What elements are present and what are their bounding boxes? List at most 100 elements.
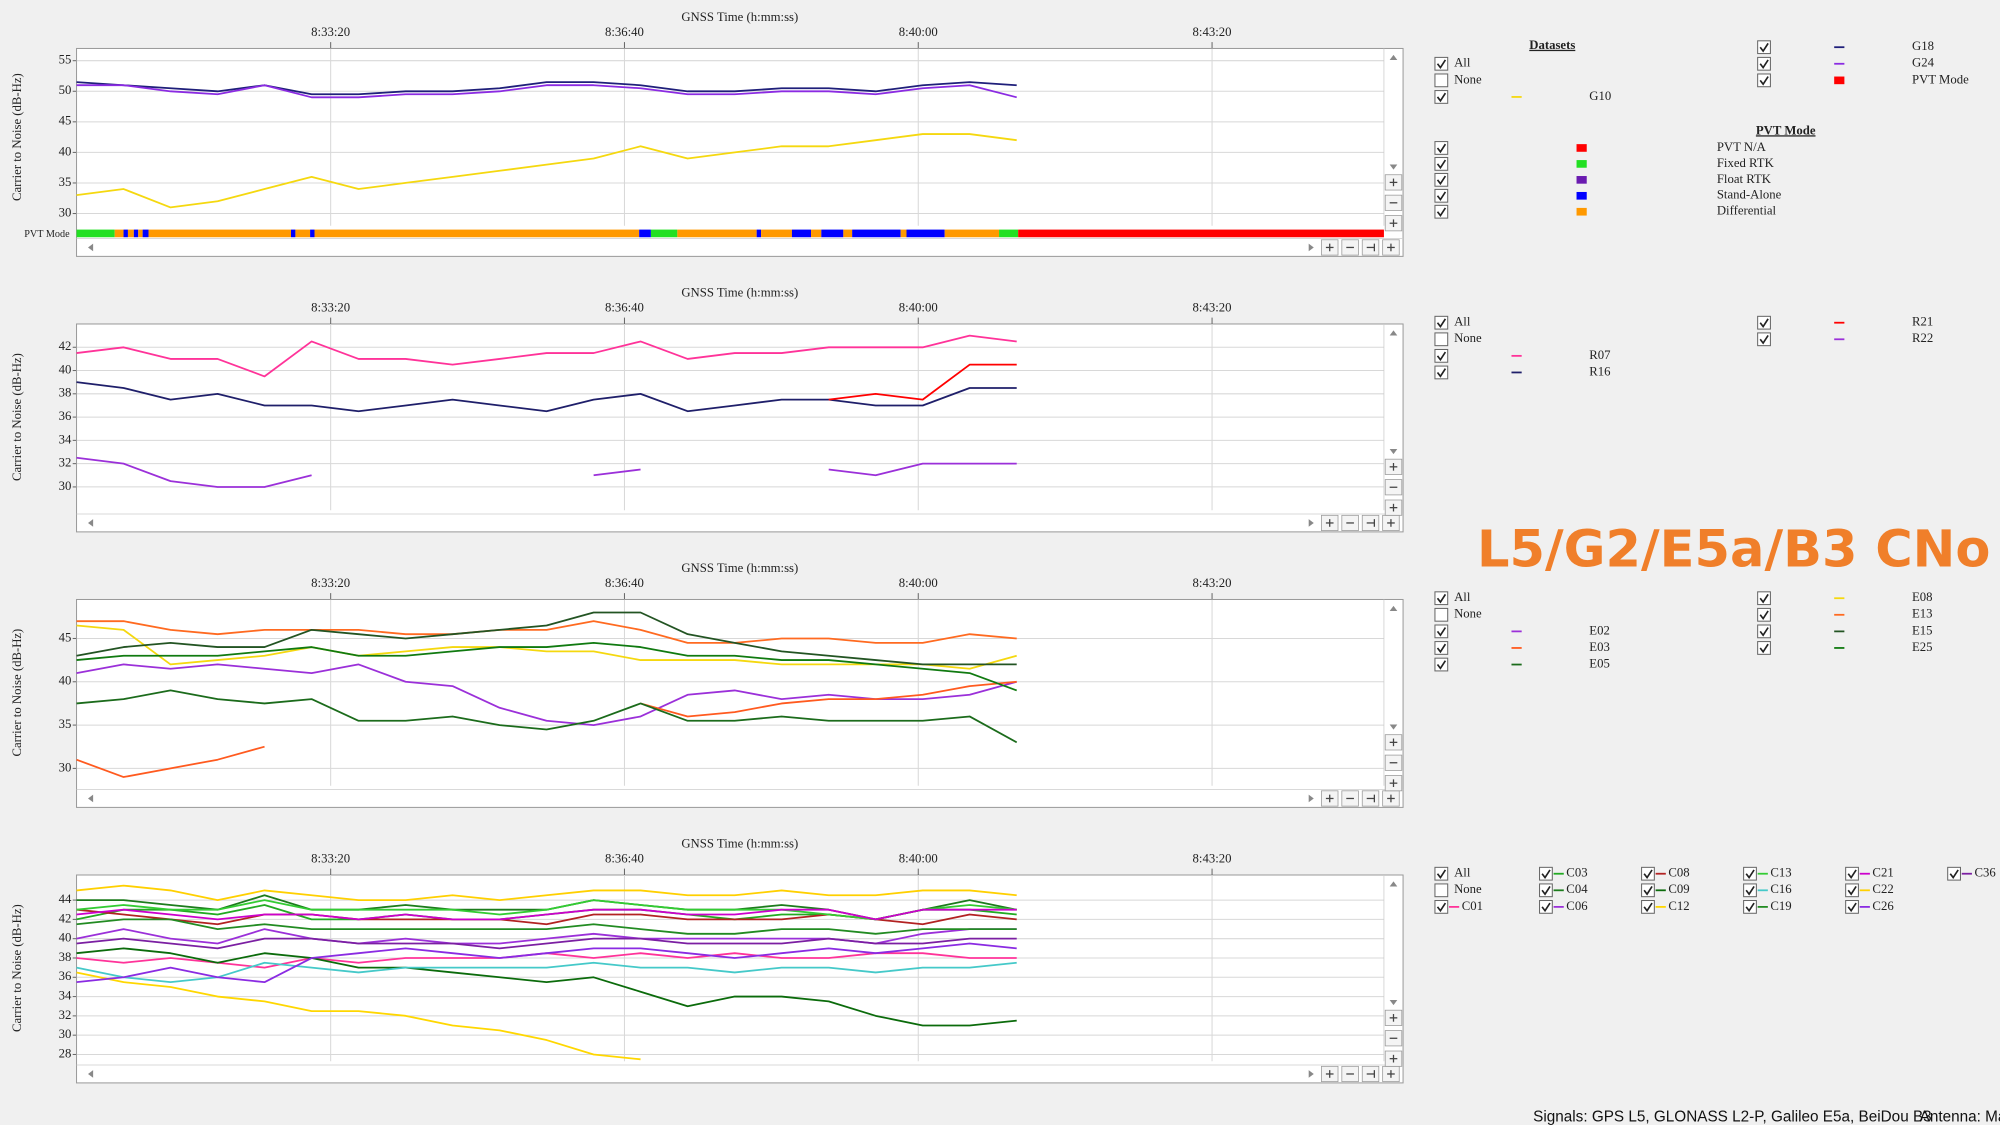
checkbox[interactable] [1434, 56, 1449, 71]
checkbox[interactable] [1947, 866, 1961, 881]
scroll-arrow[interactable] [1389, 448, 1398, 455]
scroll-arrow[interactable] [1389, 164, 1398, 170]
checkbox[interactable] [1434, 204, 1449, 219]
check-mark [1847, 902, 1857, 913]
checkbox[interactable] [1434, 591, 1449, 606]
checkbox[interactable] [1434, 90, 1449, 104]
legend-control[interactable]: All [1454, 315, 1471, 329]
x-axis-title: GNSS Time (h:mm:ss) [681, 561, 798, 575]
checkbox[interactable] [1743, 900, 1757, 914]
series-line [76, 942, 1017, 984]
scroll-arrow[interactable] [1389, 1000, 1398, 1006]
scroll-arrow[interactable] [1389, 881, 1398, 887]
pvt-segment [127, 229, 134, 238]
checkbox[interactable] [1434, 365, 1449, 380]
y-tick-label: 30 [59, 479, 72, 493]
checkbox[interactable] [1539, 883, 1553, 898]
y-tick-label: 38 [59, 950, 72, 964]
check-mark [1436, 207, 1447, 217]
x-axis-title: GNSS Time (h:mm:ss) [681, 285, 798, 299]
pvt-legend-swatch [1576, 191, 1587, 200]
checkbox[interactable] [1434, 315, 1449, 330]
checkbox[interactable] [1757, 40, 1771, 55]
checkbox[interactable] [1539, 866, 1553, 881]
checkbox[interactable] [1845, 883, 1859, 898]
checkbox[interactable] [1434, 866, 1449, 881]
scroll-arrow[interactable] [1308, 1070, 1314, 1078]
checkbox[interactable] [1434, 332, 1449, 347]
checkbox[interactable] [1743, 883, 1757, 898]
scroll-arrow[interactable] [1308, 519, 1314, 527]
scroll-arrow[interactable] [1389, 605, 1398, 611]
legend-control[interactable]: All [1454, 866, 1471, 880]
checkbox[interactable] [1743, 866, 1757, 881]
scroll-arrow[interactable] [88, 1070, 94, 1078]
checkbox[interactable] [1539, 900, 1553, 914]
checkbox[interactable] [1757, 607, 1771, 622]
checkbox[interactable] [1845, 866, 1859, 881]
checkbox[interactable] [1434, 348, 1449, 363]
legend-label: R07 [1589, 348, 1610, 362]
checkbox[interactable] [1434, 157, 1449, 171]
legend-label: E13 [1912, 607, 1933, 621]
y-tick-label: 42 [59, 911, 72, 925]
checkbox[interactable] [1434, 73, 1449, 88]
check-mark [1541, 869, 1551, 879]
checkbox[interactable] [1434, 900, 1449, 914]
legend-control[interactable]: All [1454, 56, 1471, 70]
y-tick-label: 35 [59, 175, 72, 189]
checkbox[interactable] [1641, 883, 1655, 898]
checkbox[interactable] [1757, 73, 1771, 88]
check-mark [1759, 76, 1769, 86]
legend-control[interactable]: All [1454, 590, 1471, 604]
checkbox[interactable] [1757, 315, 1771, 330]
check-mark [1541, 902, 1551, 913]
y-tick-label: 55 [59, 53, 72, 67]
series-line [828, 363, 1017, 401]
checkbox[interactable] [1434, 141, 1449, 155]
pvt-segment [999, 229, 1019, 238]
series-line [76, 133, 1017, 209]
scroll-arrow[interactable] [1389, 54, 1398, 60]
check-mark [1759, 593, 1769, 604]
scroll-arrow[interactable] [88, 243, 94, 252]
y-tick-label: 32 [59, 456, 72, 470]
checkbox[interactable] [1641, 866, 1655, 881]
scroll-arrow[interactable] [1308, 243, 1314, 252]
legend-control[interactable]: None [1454, 72, 1482, 86]
checkbox[interactable] [1757, 56, 1771, 71]
x-tick-label: 8:33:20 [311, 576, 350, 590]
y-tick-label: 40 [59, 674, 72, 688]
scroll-arrow[interactable] [1308, 794, 1314, 803]
check-mark [1436, 627, 1447, 637]
checkbox[interactable] [1757, 624, 1771, 639]
scroll-arrow[interactable] [88, 519, 94, 527]
scroll-arrow[interactable] [1389, 724, 1398, 730]
checkbox[interactable] [1757, 641, 1771, 655]
y-tick-label: 32 [59, 1008, 72, 1022]
checkbox[interactable] [1757, 591, 1771, 606]
checkbox[interactable] [1434, 883, 1449, 898]
checkbox[interactable] [1757, 332, 1771, 347]
check-mark [1436, 191, 1447, 202]
checkbox[interactable] [1434, 188, 1449, 203]
checkbox[interactable] [1434, 657, 1449, 672]
scroll-arrow[interactable] [1389, 330, 1398, 336]
check-mark [1436, 368, 1447, 378]
legend-control[interactable]: None [1454, 607, 1482, 621]
checkbox[interactable] [1845, 900, 1859, 914]
legend-label: C04 [1566, 882, 1588, 896]
checkbox[interactable] [1434, 172, 1449, 187]
legend-label: C08 [1668, 866, 1689, 880]
checkbox[interactable] [1641, 900, 1655, 914]
checkbox[interactable] [1434, 624, 1449, 639]
checkbox[interactable] [1434, 607, 1449, 622]
legend-control[interactable]: None [1454, 331, 1482, 345]
checkbox[interactable] [1434, 641, 1449, 655]
legend-label: C13 [1770, 866, 1791, 880]
pvt-segment [314, 229, 640, 238]
legend-label: G10 [1589, 89, 1611, 103]
scroll-arrow[interactable] [88, 794, 94, 803]
legend-control[interactable]: None [1454, 882, 1482, 896]
